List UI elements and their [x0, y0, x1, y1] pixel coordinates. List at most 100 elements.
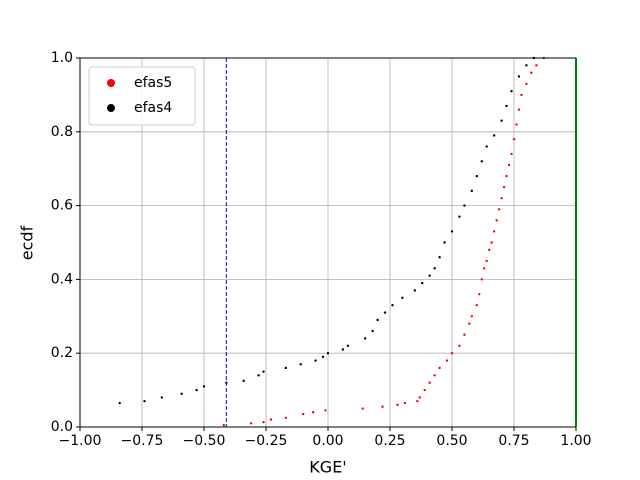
point	[376, 318, 379, 322]
point	[485, 145, 488, 148]
point	[478, 292, 481, 296]
point	[495, 219, 498, 222]
point	[118, 401, 121, 405]
y-tick-label: 0.6	[51, 198, 73, 214]
point	[284, 416, 288, 419]
point	[492, 134, 496, 137]
y-tick-label: 0.0	[51, 419, 73, 435]
point	[195, 388, 198, 392]
x-tick-label: −0.75	[121, 433, 164, 449]
point	[507, 163, 511, 167]
point	[262, 370, 265, 373]
point	[421, 281, 424, 285]
point	[497, 208, 501, 211]
point	[361, 407, 364, 410]
point	[475, 174, 478, 178]
point	[517, 108, 521, 111]
x-tick-label: 0.75	[498, 433, 529, 449]
point	[326, 352, 330, 355]
y-tick-label: 1.0	[51, 50, 73, 66]
y-tick-label: 0.8	[51, 124, 73, 140]
point	[428, 274, 431, 277]
point	[438, 256, 441, 259]
point	[143, 399, 146, 403]
point	[458, 215, 461, 218]
point	[445, 359, 449, 362]
point	[492, 230, 496, 233]
x-tick-label: −1.00	[59, 433, 102, 449]
point	[463, 204, 466, 207]
point	[530, 71, 533, 74]
point	[314, 359, 317, 362]
point	[458, 344, 461, 348]
point	[381, 405, 384, 408]
point	[433, 267, 436, 270]
point	[242, 379, 245, 383]
point	[505, 104, 508, 108]
point	[262, 421, 265, 424]
x-tick-label: −0.50	[183, 433, 226, 449]
y-tick-label: 0.4	[51, 271, 73, 287]
point	[475, 304, 478, 307]
point	[321, 355, 325, 359]
point	[346, 344, 350, 348]
point	[510, 90, 513, 93]
point	[423, 388, 426, 392]
x-tick-label: 0.50	[436, 433, 467, 449]
legend-label: efas4	[134, 100, 172, 116]
point	[512, 137, 516, 141]
point	[364, 337, 367, 340]
point	[284, 366, 288, 370]
point	[515, 123, 518, 126]
point	[505, 174, 508, 178]
x-tick-label: 0.25	[374, 433, 405, 449]
point	[470, 189, 474, 193]
point	[341, 348, 345, 351]
point	[160, 396, 164, 399]
legend-marker	[107, 104, 115, 112]
point	[428, 381, 431, 384]
point	[416, 399, 419, 403]
point	[401, 296, 404, 300]
point	[202, 385, 206, 388]
point	[413, 289, 416, 292]
point	[302, 412, 305, 416]
point	[500, 119, 503, 122]
legend-label: efas5	[134, 75, 172, 91]
point	[450, 230, 454, 233]
point	[520, 93, 523, 97]
point	[311, 411, 315, 414]
point	[180, 392, 183, 395]
point	[517, 75, 521, 78]
point	[468, 322, 471, 325]
point	[403, 401, 407, 405]
point	[383, 311, 387, 314]
legend-box	[88, 66, 196, 126]
point	[488, 248, 491, 252]
point	[502, 185, 506, 189]
point	[391, 304, 394, 307]
point	[510, 152, 513, 156]
point	[525, 64, 528, 67]
point	[535, 64, 538, 67]
point	[483, 267, 486, 270]
x-tick-label: −0.25	[245, 433, 288, 449]
legend-marker	[107, 79, 115, 87]
point	[470, 315, 474, 318]
point	[249, 422, 253, 425]
point	[480, 160, 483, 163]
point	[222, 423, 226, 427]
x-axis-label: KGE'	[309, 458, 346, 477]
point	[525, 82, 528, 86]
point	[299, 363, 302, 366]
point	[500, 197, 503, 200]
point	[485, 259, 488, 263]
point	[324, 409, 327, 412]
point	[433, 374, 436, 377]
point	[269, 418, 273, 421]
x-tick-label: 0.00	[312, 433, 343, 449]
point	[490, 241, 493, 244]
x-tick-label: 1.00	[560, 433, 591, 449]
point	[418, 396, 421, 399]
